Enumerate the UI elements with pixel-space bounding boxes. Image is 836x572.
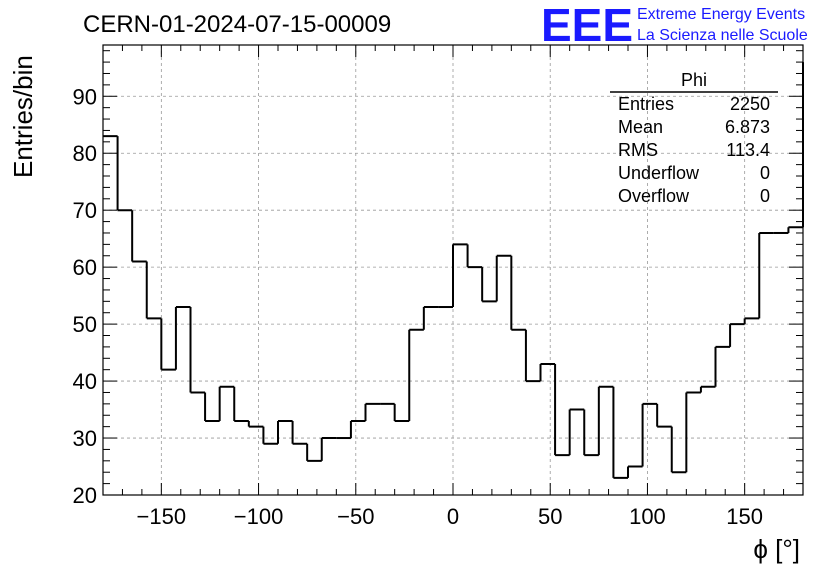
histogram-bin	[568, 408, 585, 456]
stats-value: 0	[760, 186, 770, 206]
stats-rows: Entries 2250 Mean 6.873 RMS 113.4 Underflow 0 Ov…	[618, 94, 770, 206]
histogram-bin	[349, 419, 366, 439]
histogram-bin	[204, 392, 220, 422]
histogram-bin	[116, 136, 133, 212]
histogram-series	[103, 62, 804, 479]
stats-value: 2250	[730, 94, 770, 114]
histogram-bin	[758, 231, 774, 319]
histogram-bin	[554, 363, 570, 457]
histogram-bin	[641, 402, 658, 467]
histogram-bin	[291, 420, 308, 445]
stats-box: Phi Entries 2250 Mean 6.873 RMS 113.4 Underflo…	[610, 70, 778, 206]
histogram-bin	[452, 243, 468, 308]
eee-logo: EEE	[541, 0, 633, 51]
histogram-bin	[306, 443, 322, 462]
histogram-bin	[320, 437, 337, 461]
histogram-bin	[583, 409, 599, 457]
histogram-bin	[131, 210, 147, 263]
stats-label: Entries	[618, 94, 674, 114]
plot-frame	[102, 44, 804, 496]
histogram-bin	[612, 386, 628, 479]
logo-line-2: La Scienza nelle Scuole	[637, 27, 808, 44]
x-tick-label: 0	[447, 504, 459, 529]
y-tick-label: 20	[73, 483, 97, 508]
stats-value: 113.4	[726, 140, 770, 160]
histogram-bin	[481, 267, 497, 303]
histogram-bin	[524, 329, 541, 383]
histogram-bin	[277, 419, 293, 444]
histogram-bin	[656, 403, 672, 428]
stats-label: Mean	[618, 117, 663, 137]
histogram-bin	[218, 385, 235, 421]
histogram-bin	[729, 323, 745, 347]
grid-lines	[103, 45, 803, 496]
x-tick-label: 50	[538, 504, 562, 529]
histogram-bin	[743, 317, 760, 325]
stats-name: Phi	[681, 70, 707, 90]
stats-label: Overflow	[618, 186, 690, 206]
histogram-bin	[364, 402, 381, 421]
histogram-bin	[685, 391, 701, 473]
stats-label: RMS	[618, 140, 658, 160]
y-axis-title: Entries/bin	[8, 55, 38, 178]
y-tick-label: 60	[73, 255, 97, 280]
histogram-bin	[160, 318, 176, 371]
histogram-bin	[189, 307, 206, 394]
y-tick-label: 90	[73, 84, 97, 109]
histogram-bin	[495, 254, 512, 302]
stats-value: 0	[760, 163, 770, 183]
logo-line-1: Extreme Energy Events	[637, 6, 805, 23]
axis-ticks	[102, 45, 804, 496]
y-tick-labels: 20 30 40 50 60 70 80 90	[73, 84, 97, 508]
histogram-bin	[510, 255, 526, 331]
x-axis-title: ϕ [°]	[753, 534, 800, 564]
histogram-bin	[670, 426, 687, 474]
stats-label: Underflow	[618, 163, 700, 183]
x-tick-label: −100	[234, 504, 284, 529]
histogram-bin	[393, 403, 410, 422]
histogram-bin	[408, 328, 424, 421]
histogram-bin	[539, 362, 556, 382]
y-tick-label: 50	[73, 312, 97, 337]
y-tick-label: 70	[73, 198, 97, 223]
histogram-bin	[597, 385, 614, 456]
histogram-bin	[787, 226, 803, 233]
histogram-bin	[233, 386, 249, 422]
histogram-bin	[699, 385, 716, 393]
x-tick-label: −50	[337, 504, 374, 529]
histogram-bin	[247, 420, 264, 428]
histogram-bin	[262, 426, 278, 445]
x-tick-label: 100	[629, 504, 666, 529]
histogram-bin	[627, 465, 643, 478]
y-tick-label: 30	[73, 426, 97, 451]
histogram-bin	[422, 306, 439, 330]
histogram-bin	[714, 345, 731, 387]
stats-value: 6.873	[725, 117, 770, 137]
histogram-bin	[466, 244, 483, 269]
x-tick-label: 150	[726, 504, 763, 529]
histogram-bin	[145, 261, 162, 320]
x-tick-labels: −150 −100 −50 0 50 100 150	[137, 504, 763, 529]
y-tick-label: 80	[73, 141, 97, 166]
x-tick-label: −150	[137, 504, 187, 529]
y-tick-label: 40	[73, 369, 97, 394]
run-title: CERN-01-2024-07-15-00009	[83, 11, 391, 38]
histogram-bin	[174, 306, 191, 370]
